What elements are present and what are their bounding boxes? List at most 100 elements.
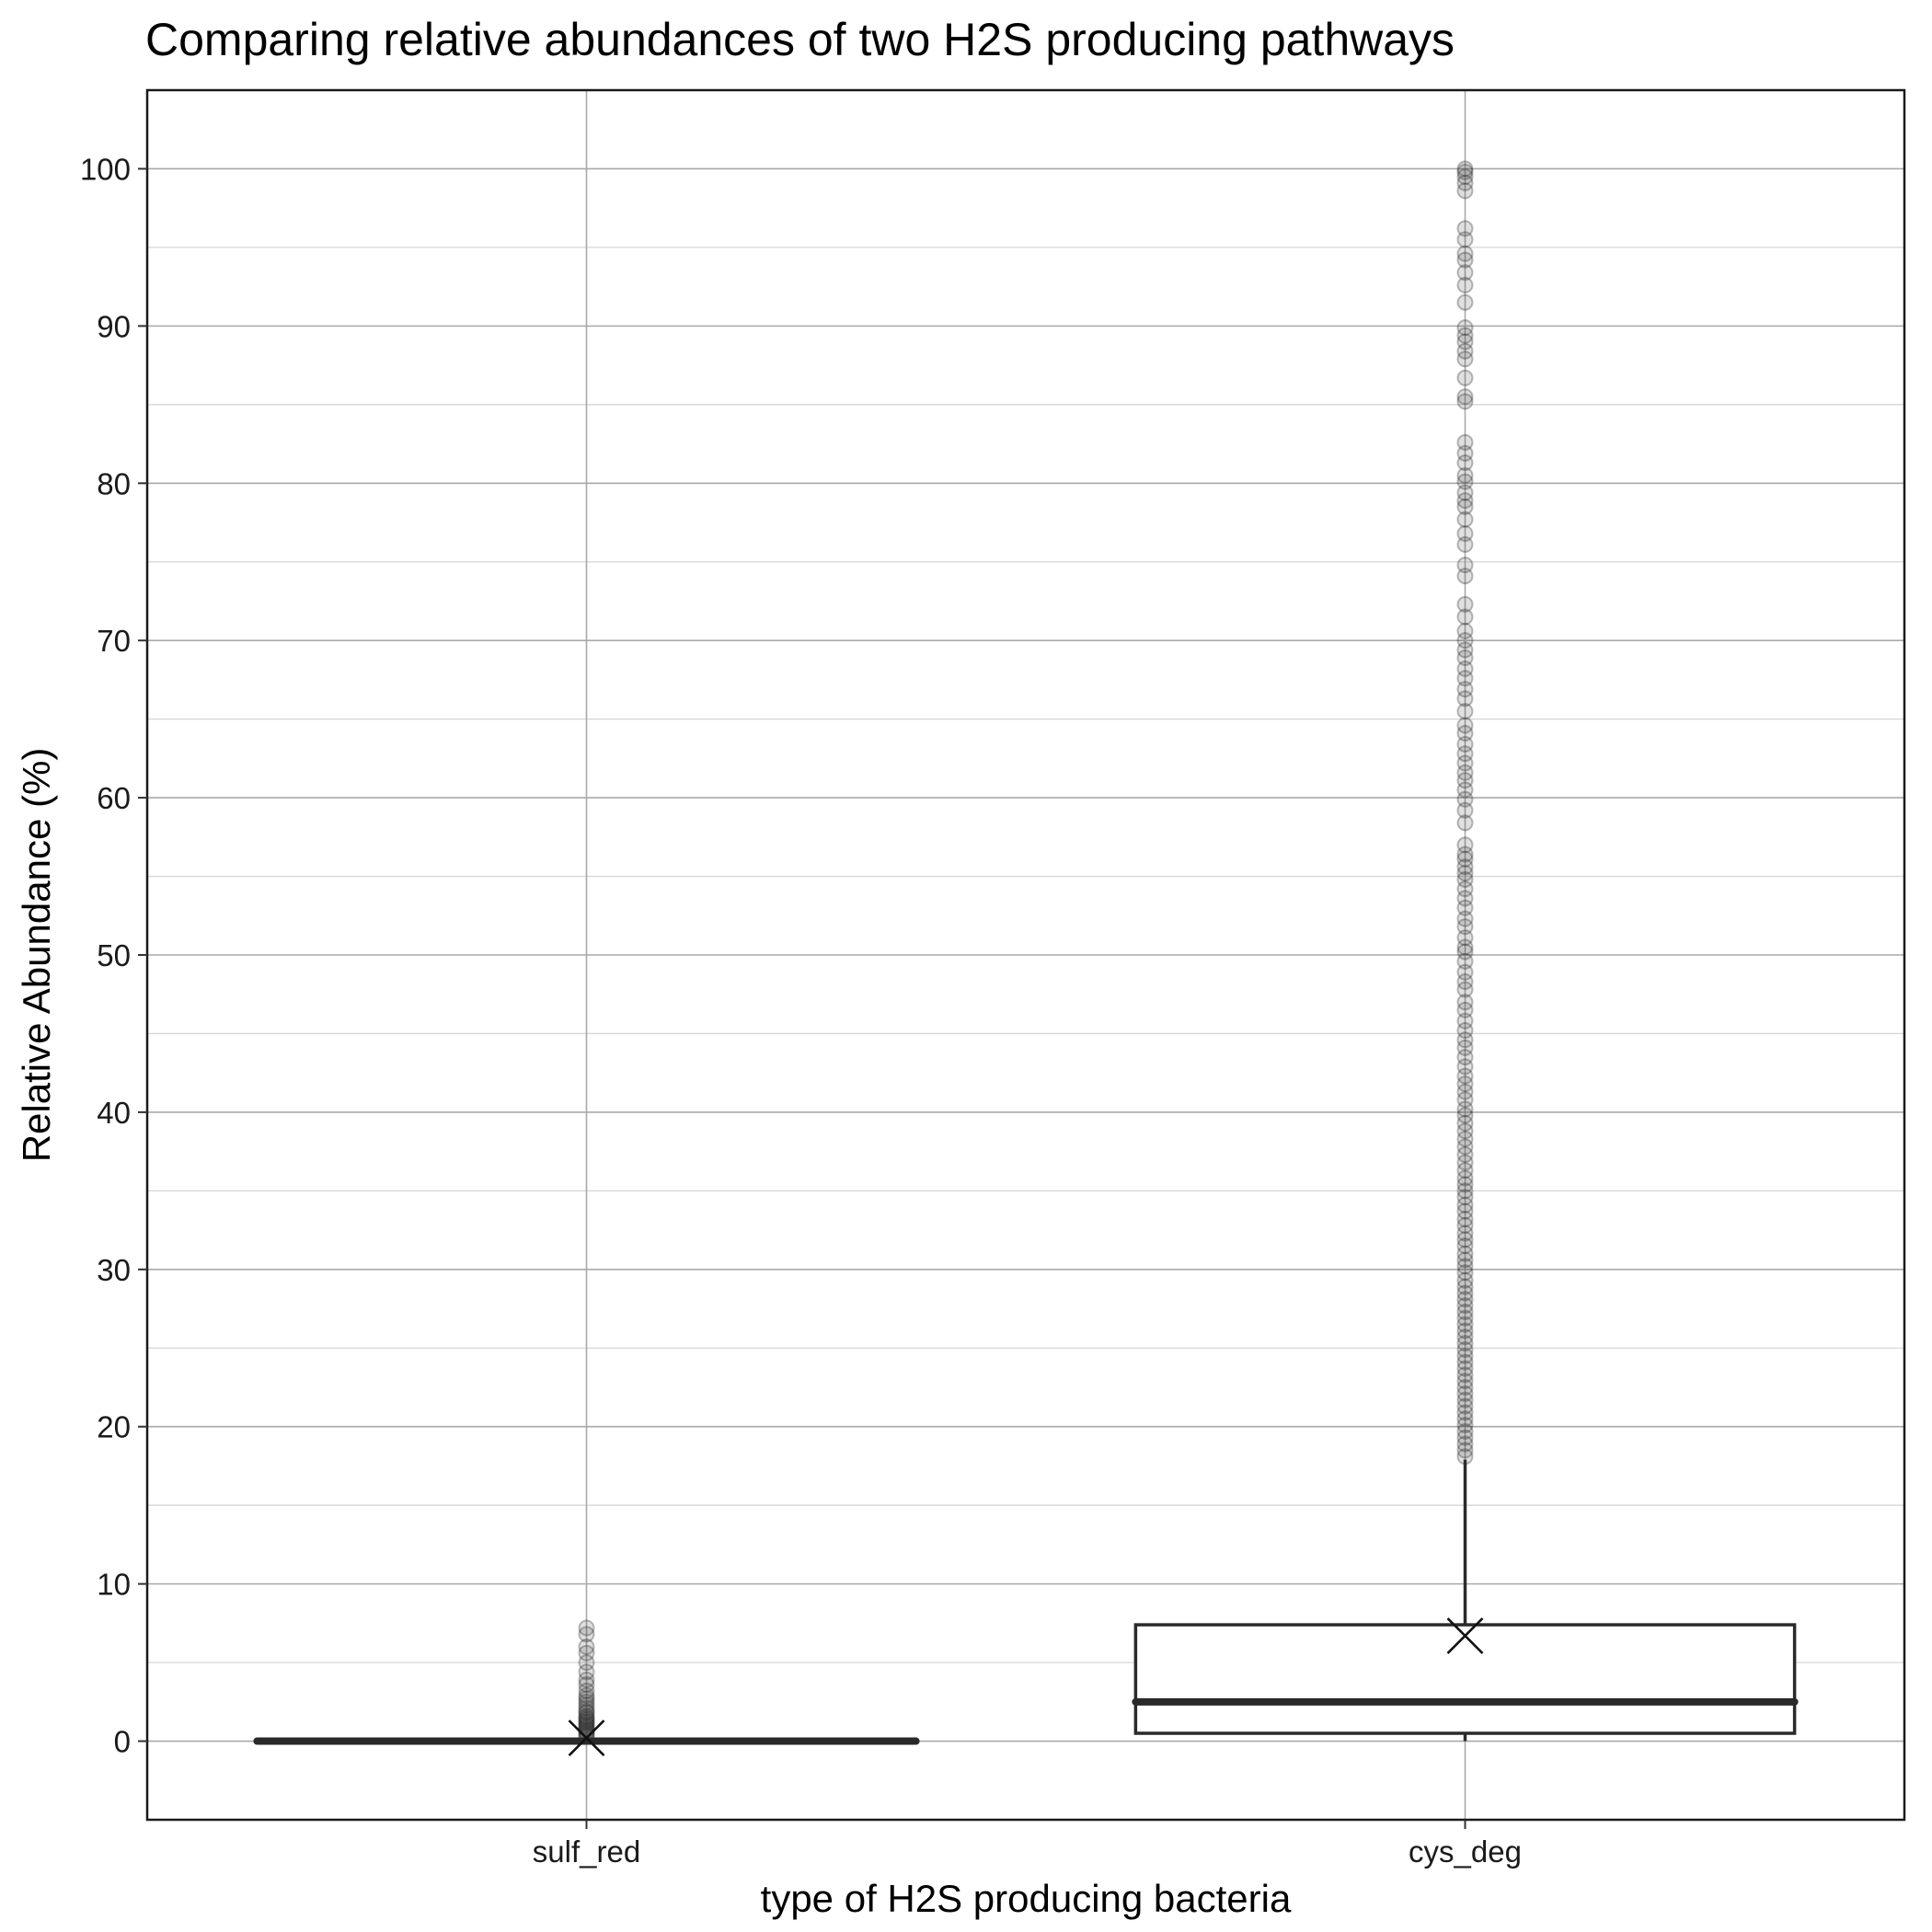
outlier-point <box>1456 293 1474 311</box>
outlier-point <box>1456 725 1474 742</box>
outlier-point <box>1456 1162 1474 1179</box>
grid-lines <box>147 90 1904 1820</box>
outlier-point <box>1456 1169 1474 1187</box>
outlier-point <box>1456 1316 1474 1333</box>
outlier-point <box>1456 690 1474 707</box>
outlier-point <box>1456 1410 1474 1428</box>
outlier-point <box>1456 681 1474 698</box>
outlier-point <box>578 1626 595 1643</box>
outlier-point <box>1456 1058 1474 1075</box>
outlier-point <box>1456 938 1474 956</box>
outlier-point <box>1456 276 1474 293</box>
outlier-point <box>1456 622 1474 639</box>
outlier-point <box>578 1708 595 1725</box>
outlier-point <box>1456 231 1474 248</box>
mean-marker-stroke <box>568 1719 605 1757</box>
outlier-point <box>1456 1091 1474 1109</box>
outlier-point <box>1456 1422 1474 1440</box>
outlier-point <box>1456 1340 1474 1358</box>
outlier-point <box>1456 182 1474 200</box>
outlier-point <box>1456 160 1474 178</box>
outlier-point <box>1456 1176 1474 1193</box>
outlier-point <box>1456 890 1474 907</box>
outlier-point <box>578 1715 595 1732</box>
outlier-point <box>1456 163 1474 180</box>
outlier-point <box>1456 1404 1474 1421</box>
y-tick-label: 10 <box>97 1568 131 1602</box>
outlier-point <box>1456 1284 1474 1302</box>
outlier-point <box>578 1710 595 1728</box>
outlier-point <box>1456 836 1474 854</box>
outlier-point <box>1456 1196 1474 1213</box>
outlier-point <box>1456 1397 1474 1415</box>
outlier-point <box>1456 1366 1474 1384</box>
outlier-point <box>1456 1335 1474 1352</box>
outlier-point <box>578 1654 595 1672</box>
outlier-point <box>1456 1146 1474 1164</box>
outlier-point <box>1456 1245 1474 1262</box>
outlier-point <box>578 1717 595 1734</box>
y-tick-label: 40 <box>97 1096 131 1130</box>
outlier-point <box>1456 772 1474 789</box>
outlier-point <box>1456 943 1474 960</box>
box-cys-deg <box>1133 1623 1797 1735</box>
outlier-point <box>1456 735 1474 753</box>
outlier-point <box>1456 1391 1474 1409</box>
outlier-point <box>1456 393 1474 410</box>
y-tick-label: 20 <box>97 1410 131 1444</box>
chart-title: Comparing relative abundances of two H2S… <box>145 14 1455 65</box>
outlier-point <box>1456 535 1474 553</box>
outlier-point <box>1456 492 1474 510</box>
outlier-point <box>1456 1271 1474 1289</box>
outlier-point <box>1456 1039 1474 1056</box>
outlier-point <box>578 1708 595 1726</box>
outlier-point <box>1456 1347 1474 1364</box>
y-tick-label: 60 <box>97 781 131 815</box>
outlier-point <box>1456 1182 1474 1200</box>
outlier-point <box>1456 1049 1474 1066</box>
outlier-point <box>1456 1083 1474 1100</box>
outlier-point <box>1456 981 1474 998</box>
outlier-point <box>1456 1278 1474 1295</box>
outlier-point <box>1456 595 1474 613</box>
mean-marker-stroke <box>1446 1617 1484 1654</box>
outlier-point <box>1456 388 1474 406</box>
outlier-point <box>1456 717 1474 734</box>
outlier-points <box>578 160 1474 1745</box>
y-tick-label: 80 <box>97 466 131 500</box>
outlier-point <box>1456 1435 1474 1453</box>
outlier-point <box>578 1719 595 1736</box>
outlier-point <box>1456 1107 1474 1124</box>
outlier-point <box>578 1619 595 1637</box>
outlier-point <box>1456 1122 1474 1140</box>
outlier-point <box>1456 1322 1474 1340</box>
outlier-point <box>1456 1373 1474 1390</box>
outlier-point <box>1456 660 1474 677</box>
outlier-point <box>1456 454 1474 472</box>
outlier-point <box>1456 1225 1474 1242</box>
outlier-point <box>1456 1001 1474 1018</box>
y-axis-title: Relative Abundance (%) <box>15 748 58 1163</box>
outlier-point <box>1456 1417 1474 1434</box>
mean-marker-cys-deg <box>1446 1617 1484 1654</box>
outlier-point <box>1456 1130 1474 1147</box>
outlier-point <box>1456 1114 1474 1132</box>
outlier-point <box>1456 174 1474 191</box>
boxes <box>253 1459 1799 1757</box>
outlier-point <box>1456 1429 1474 1446</box>
outlier-point <box>1456 1067 1474 1085</box>
outlier-point <box>1456 850 1474 868</box>
outlier-point <box>1456 1379 1474 1396</box>
outlier-point <box>578 1682 595 1699</box>
outlier-point <box>1456 1353 1474 1371</box>
outlier-point <box>1456 473 1474 490</box>
outlier-point <box>1456 484 1474 501</box>
outlier-point <box>1456 568 1474 585</box>
outlier-point <box>578 1644 595 1662</box>
outlier-point <box>1456 670 1474 687</box>
x-tick-label: sulf_red <box>533 1834 640 1869</box>
outlier-point <box>1456 1297 1474 1315</box>
outlier-point <box>1456 220 1474 237</box>
outlier-point <box>578 1686 595 1704</box>
